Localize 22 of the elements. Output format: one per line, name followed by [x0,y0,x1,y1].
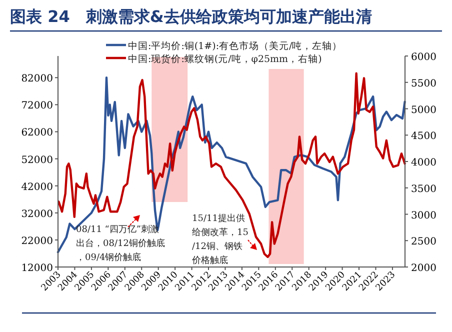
y2-tick-label: 4000 [411,158,436,168]
y2-tick-label: 4500 [411,131,436,142]
y2-tick-label: 3500 [411,184,436,195]
annotation: 15/11提出供给侧改革，15/12铜、钢铁价格触底 [191,213,249,266]
y-tick-label: 82000 [21,74,53,85]
y-tick-label: 42000 [21,182,53,193]
y-tick-label: 72000 [21,100,53,112]
legend-label: 中国:平均价:铜(1#):有色市场（美元/吨，左轴） [128,40,342,52]
y2-tick-label: 2000 [411,263,436,274]
y2-tick-label: 5500 [411,78,436,90]
y2-tick-label: 3000 [411,210,436,222]
y-tick-label: 12000 [21,263,53,274]
y-tick-label: 22000 [21,236,53,247]
chart-title: 图表 24 刺激需求&去供给政策均可加速产能出清 [10,7,372,26]
y2-tick-label: 6000 [411,52,436,63]
y-tick-label: 52000 [21,154,53,166]
legend-label: 中国:现货价:螺纹钢(元/吨，φ25mm，右轴) [128,53,322,65]
y-tick-label: 62000 [21,128,53,139]
y2-tick-label: 2500 [411,236,436,248]
annotation: 08/11 “四万亿”刺激出台，08/12铜价触底，09/4钢价触底 [76,224,165,263]
y-tick-label: 32000 [21,208,53,220]
y2-tick-label: 5000 [411,104,436,116]
